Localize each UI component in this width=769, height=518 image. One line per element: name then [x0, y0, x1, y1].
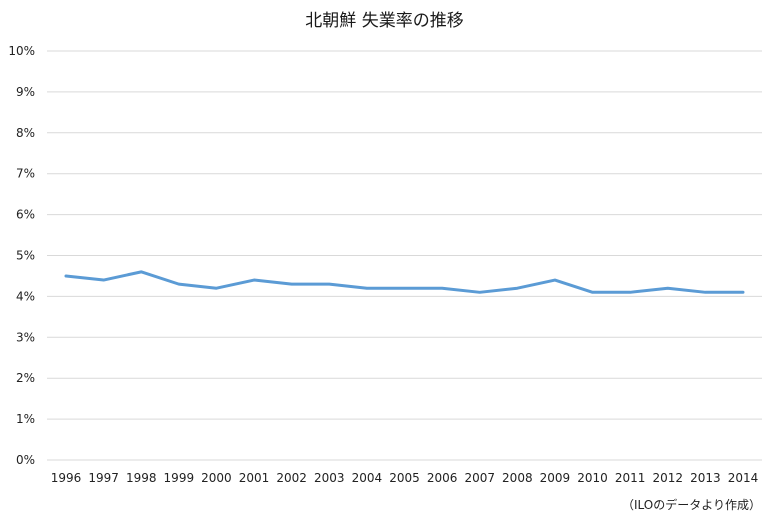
series-line [64, 270, 745, 294]
y-tick-label: 4% [16, 289, 35, 303]
data-point [103, 279, 105, 281]
x-tick-label: 2001 [239, 471, 270, 485]
x-tick-label: 2011 [615, 471, 646, 485]
x-tick-label: 2002 [276, 471, 307, 485]
y-tick-label: 3% [16, 330, 35, 344]
data-point [742, 291, 744, 293]
data-point [140, 271, 142, 273]
x-tick-label: 2012 [653, 471, 684, 485]
x-tick-label: 1999 [164, 471, 195, 485]
y-tick-label: 8% [16, 126, 35, 140]
data-point [178, 283, 180, 285]
data-point [629, 291, 631, 293]
x-tick-label: 2008 [502, 471, 533, 485]
x-tick-label: 1997 [88, 471, 119, 485]
data-point [328, 283, 330, 285]
data-point [704, 291, 706, 293]
y-tick-label: 7% [16, 167, 35, 181]
data-point [291, 283, 293, 285]
data-point [479, 291, 481, 293]
x-tick-label: 2004 [352, 471, 383, 485]
y-axis-tick-labels: 0% 1% 2% 3% 4% 5% 6% 7% 8% 9% 10% [8, 44, 35, 467]
y-tick-label: 2% [16, 371, 35, 385]
y-tick-label: 10% [8, 44, 35, 58]
x-tick-label: 2013 [690, 471, 721, 485]
x-tick-label: 2007 [464, 471, 495, 485]
y-tick-label: 9% [16, 85, 35, 99]
data-point [65, 275, 67, 277]
x-tick-label: 1998 [126, 471, 157, 485]
data-point [253, 279, 255, 281]
x-tick-label: 2009 [540, 471, 571, 485]
x-tick-label: 2010 [577, 471, 608, 485]
x-axis-tick-labels: 1996 1997 1998 1999 2000 2001 2002 2003 2004 2005… [51, 471, 759, 485]
data-point [592, 291, 594, 293]
source-note: （ILOのデータより作成） [621, 498, 761, 512]
data-point [441, 287, 443, 289]
y-tick-label: 1% [16, 412, 35, 426]
chart-title: 北朝鮮 失業率の推移 [305, 11, 464, 31]
data-point [516, 287, 518, 289]
x-tick-label: 2014 [728, 471, 759, 485]
y-tick-label: 0% [16, 453, 35, 467]
data-point [554, 279, 556, 281]
data-point [215, 287, 217, 289]
gridlines [47, 50, 762, 461]
x-tick-label: 1996 [51, 471, 82, 485]
x-tick-label: 2006 [427, 471, 458, 485]
x-tick-label: 2005 [389, 471, 420, 485]
data-point [404, 287, 405, 289]
data-point [366, 287, 368, 289]
x-tick-label: 2000 [201, 471, 232, 485]
x-tick-label: 2003 [314, 471, 345, 485]
series-layer [64, 270, 745, 294]
y-tick-label: 6% [16, 208, 35, 222]
y-tick-label: 5% [16, 249, 35, 263]
data-point [667, 287, 669, 289]
